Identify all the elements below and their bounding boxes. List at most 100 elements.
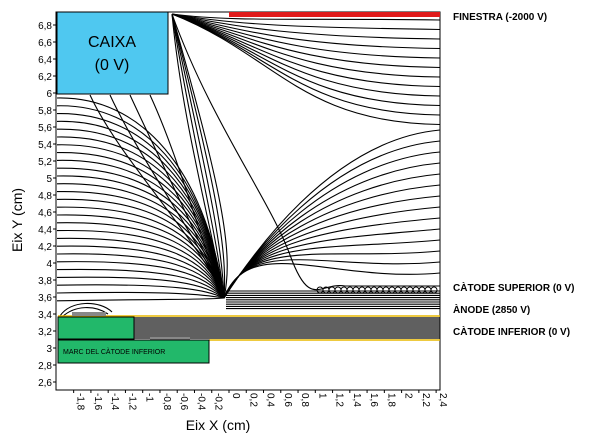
y-tick-label: 3,4 [38, 310, 52, 321]
field-line [56, 97, 225, 299]
field-line [171, 13, 228, 299]
marc-catode-box [57, 339, 210, 364]
catode-wire [346, 286, 354, 294]
x-tick-label: -0,6 [178, 393, 189, 411]
field-lines [56, 13, 441, 318]
y-tick-label: 3 [46, 344, 52, 355]
field-line [59, 302, 113, 317]
catode-strip [72, 312, 106, 316]
y-tick-label: 5,8 [38, 106, 52, 117]
anode-label: ÀNODE (2850 V) [453, 303, 530, 316]
catode-wire [400, 286, 408, 294]
field-line [171, 13, 441, 40]
caixa-value: (0 V) [95, 57, 130, 74]
y-tick-label: 4,8 [38, 191, 52, 202]
field-line [56, 191, 225, 299]
y-tick-label: 2,8 [38, 361, 52, 372]
field-line [171, 13, 441, 116]
y-tick-labels: 2,6 2,8 3 3,2 3,4 3,6 3,8 4 4,2 4,4 4,6 4,8 5 5,2 5,4 5… [38, 21, 56, 389]
field-line [171, 13, 441, 107]
field-line [109, 94, 225, 299]
y-tick-label: 6 [46, 89, 52, 100]
field-line [56, 284, 225, 299]
catode-wire [394, 286, 402, 294]
y-tick-label: 5,2 [38, 157, 52, 168]
field-line [223, 173, 441, 299]
x-tick-label: 0,4 [265, 393, 276, 407]
catode-wire [376, 286, 384, 294]
catode-strip [150, 337, 190, 341]
field-line [56, 297, 225, 302]
x-tick-label: 1,8 [385, 393, 396, 407]
x-tick-label: -0,8 [161, 393, 172, 411]
x-tick-labels: -1,8 -1,6 -1,4 -1,2 -1 -0,8 -0,6 -0,4 -0,2 0 0,2 0,… [73, 390, 448, 411]
x-tick-label: 2,4 [437, 393, 448, 407]
y-tick-label: 3,6 [38, 293, 52, 304]
x-tick-label: 0,6 [282, 393, 293, 407]
finestra-label: FINESTRA (-2000 V) [453, 12, 547, 23]
field-line [171, 13, 441, 69]
field-line [56, 291, 225, 299]
y-tick-label: 5,6 [38, 123, 52, 134]
y-axis-title: Eix Y (cm) [9, 188, 25, 252]
field-line [171, 13, 225, 299]
field-line [223, 129, 441, 299]
caixa-box [56, 11, 169, 95]
x-tick-label: 0 [230, 393, 241, 399]
y-tick-label: 4,4 [38, 225, 52, 236]
y-tick-label: 4,6 [38, 208, 52, 219]
field-line [171, 13, 441, 78]
x-tick-label: 1,6 [368, 393, 379, 407]
field-line [56, 167, 225, 299]
y-tick-label: 6,2 [38, 72, 52, 83]
field-line [56, 261, 225, 299]
field-line [171, 13, 441, 21]
x-tick-label: -0,4 [195, 393, 206, 411]
field-line [89, 94, 225, 299]
catode-superior-label: CÀTODE SUPERIOR (0 V) [453, 281, 575, 294]
catode-wire [352, 286, 360, 294]
marc-catode-top [57, 316, 135, 340]
electrode-stack [58, 286, 440, 341]
catode-wire [418, 286, 426, 294]
field-line [171, 13, 441, 50]
field-line [56, 183, 225, 299]
field-line [223, 263, 441, 299]
caixa-title: CAIXA [88, 34, 136, 51]
y-tick-label: 3,8 [38, 276, 52, 287]
x-tick-label: -1,4 [109, 393, 120, 411]
y-tick-label: 2,6 [38, 378, 52, 389]
x-tick-label: -1 [144, 393, 155, 402]
catode-wire [430, 286, 438, 294]
field-line [223, 239, 441, 299]
field-line [171, 13, 441, 31]
field-line [149, 94, 225, 299]
field-line [171, 13, 441, 97]
catode-wire [388, 286, 396, 294]
field-line [171, 13, 225, 299]
field-line [56, 253, 225, 299]
y-tick-label: 4,2 [38, 242, 52, 253]
x-tick-label: 1,2 [334, 393, 345, 407]
x-tick-label: -1,8 [75, 393, 86, 411]
x-axis-title: Eix X (cm) [186, 417, 251, 433]
catode-inferior-label: CÀTODE INFERIOR (0 V) [453, 325, 570, 338]
field-line [171, 13, 441, 126]
y-tick-label: 6,8 [38, 21, 52, 32]
field-line [56, 245, 225, 299]
y-tick-label: 5,4 [38, 140, 52, 151]
field-line [56, 268, 225, 299]
x-tick-label: -1,2 [126, 393, 137, 411]
field-line [56, 175, 225, 299]
x-tick-label: 1 [316, 393, 327, 399]
marc-label: MARC DEL CÀTODE INFERIOR [63, 347, 165, 356]
x-tick-label: -1,6 [92, 393, 103, 411]
finestra-bar [229, 12, 440, 17]
field-line [129, 94, 225, 299]
field-line [171, 13, 441, 88]
catode-wire [382, 286, 390, 294]
x-tick-label: 1,4 [351, 393, 362, 407]
y-tick-label: 6,4 [38, 55, 52, 66]
x-tick-label: 2 [403, 393, 414, 399]
y-tick-label: 6,6 [38, 38, 52, 49]
